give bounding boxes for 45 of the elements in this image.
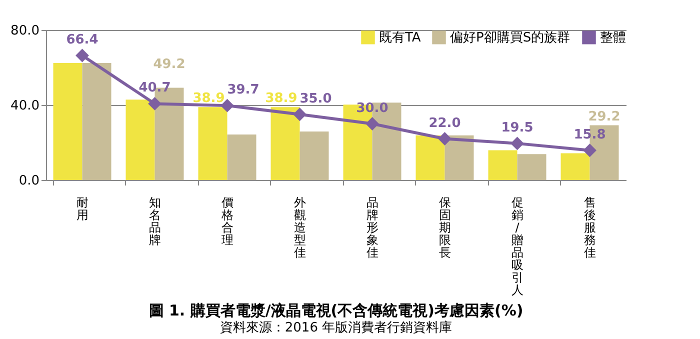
point bbox=[293, 108, 306, 122]
x-tick-label: 促銷/贈品吸引人 bbox=[511, 196, 524, 297]
bar bbox=[444, 135, 474, 180]
data-label: 19.5 bbox=[501, 120, 534, 136]
data-label: 40.7 bbox=[138, 80, 171, 96]
point bbox=[510, 136, 524, 150]
legend-label: 偏好P卻購買S的族群 bbox=[450, 30, 570, 46]
point bbox=[366, 117, 379, 130]
x-tick-label: 耐用 bbox=[76, 196, 88, 222]
data-label: 38.9 bbox=[265, 91, 298, 106]
data-label: 38.9 bbox=[192, 91, 225, 106]
y-tick-label: 40.0 bbox=[10, 98, 40, 114]
x-tick-label: 價格合理 bbox=[220, 196, 234, 247]
bar bbox=[270, 107, 300, 180]
data-label: 22.0 bbox=[428, 116, 461, 131]
point bbox=[438, 132, 452, 146]
point bbox=[583, 144, 596, 158]
x-tick-label: 保固期限長 bbox=[438, 196, 451, 260]
data-label: 49.2 bbox=[153, 56, 186, 72]
legend-label: 整體 bbox=[600, 30, 626, 46]
data-label: 39.7 bbox=[227, 82, 260, 98]
y-tick-label: 0.0 bbox=[18, 174, 40, 188]
bar bbox=[488, 150, 518, 180]
bar bbox=[198, 107, 228, 180]
bar bbox=[82, 63, 112, 180]
data-label: 29.2 bbox=[588, 109, 620, 124]
bar bbox=[227, 134, 256, 180]
text: 圖 1. 購買者電漿/液晶電視(不含傳統電視)考慮因素(%) bbox=[148, 302, 524, 320]
point bbox=[148, 96, 162, 110]
x-tick-label: 售後服務佳 bbox=[584, 196, 596, 260]
source-note: 資料來源：2016 年版消費者行銷資料庫 bbox=[220, 320, 452, 336]
bar bbox=[53, 63, 82, 180]
point bbox=[76, 48, 89, 62]
bar bbox=[126, 100, 155, 180]
bar bbox=[517, 154, 546, 180]
y-tick-label: 80.0 bbox=[10, 24, 40, 38]
bar bbox=[560, 153, 590, 180]
x-tick-label: 外觀造型佳 bbox=[294, 196, 306, 260]
data-label: 35.0 bbox=[300, 91, 332, 106]
bar bbox=[416, 135, 445, 180]
legend-label: 既有TA bbox=[379, 30, 421, 46]
x-tick-label: 知名品牌 bbox=[148, 196, 161, 247]
bar bbox=[300, 131, 329, 180]
x-tick-label: 品牌形象佳 bbox=[366, 196, 378, 260]
data-label: 66.4 bbox=[66, 32, 98, 48]
